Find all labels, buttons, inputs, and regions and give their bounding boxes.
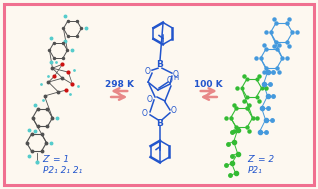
Text: Z′ = 2: Z′ = 2 — [248, 155, 275, 164]
Text: 298 K: 298 K — [105, 80, 134, 89]
Text: O: O — [167, 76, 173, 85]
Text: O: O — [171, 106, 177, 115]
Text: O: O — [145, 67, 151, 76]
Text: B: B — [156, 119, 163, 128]
Text: H: H — [173, 75, 178, 81]
Text: O: O — [142, 109, 148, 118]
Text: O: O — [173, 70, 179, 79]
Text: O: O — [147, 95, 153, 105]
Text: 100 K: 100 K — [195, 80, 223, 89]
Text: Z′ = 1: Z′ = 1 — [43, 155, 70, 164]
Text: P2₁: P2₁ — [248, 166, 262, 175]
Text: B: B — [156, 60, 163, 69]
Text: P2₁ 2₁ 2₁: P2₁ 2₁ 2₁ — [43, 166, 82, 175]
